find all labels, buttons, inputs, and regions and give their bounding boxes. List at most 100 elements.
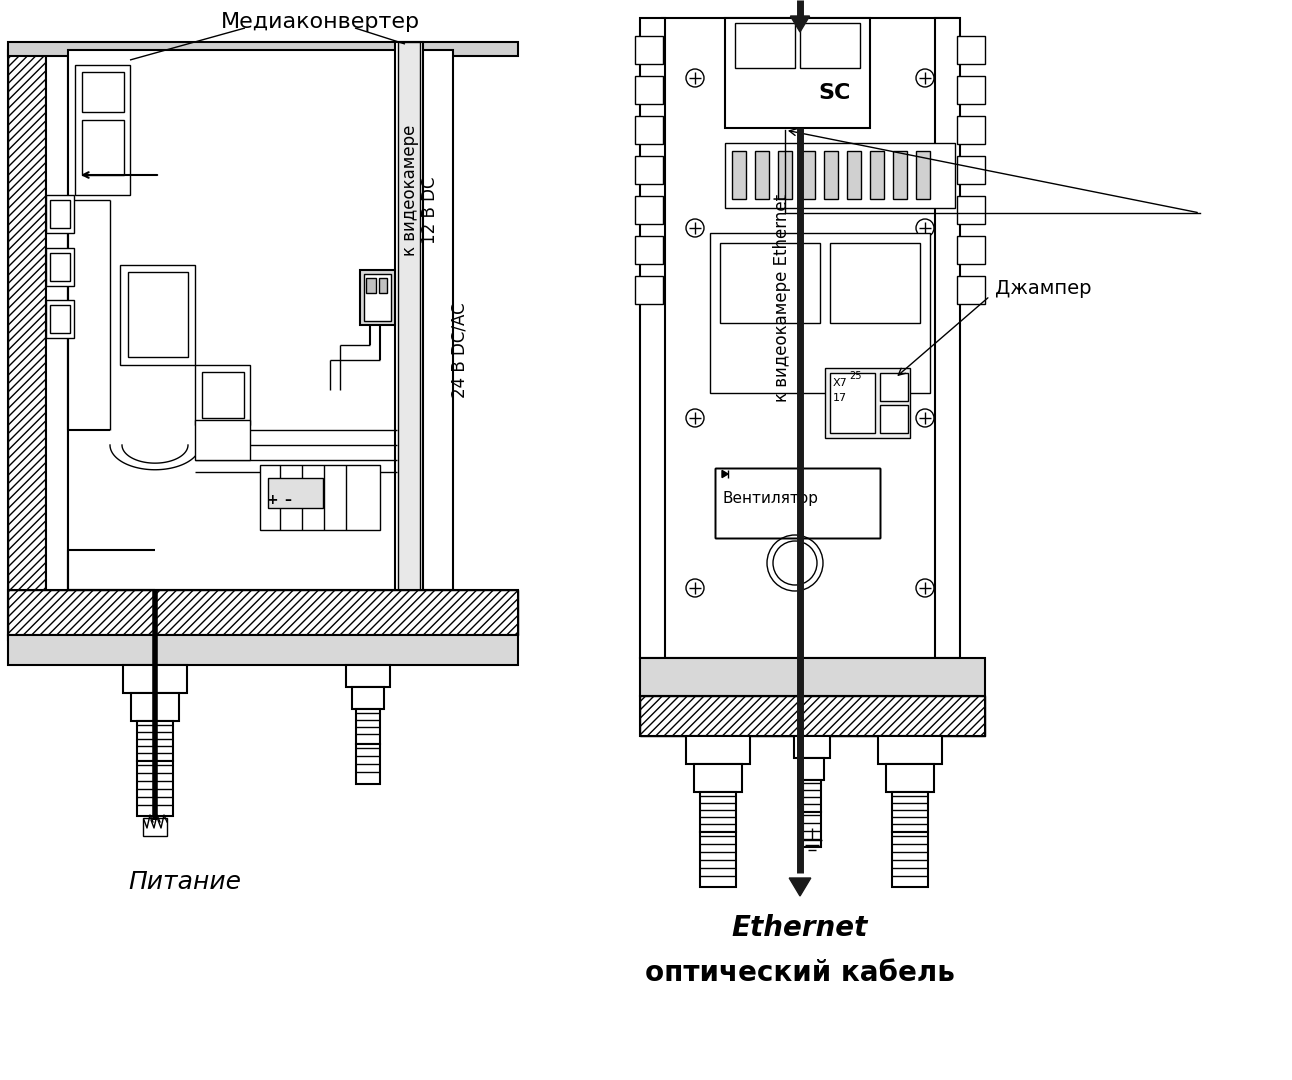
Bar	[346, 665, 390, 687]
Bar	[143, 818, 167, 836]
Bar	[260, 465, 380, 530]
Bar	[360, 270, 395, 325]
Bar	[50, 253, 70, 281]
Bar	[700, 832, 736, 887]
Text: Питание: Питание	[128, 870, 242, 894]
Bar	[8, 590, 518, 635]
Bar	[778, 151, 792, 199]
Bar	[68, 50, 453, 590]
Text: оптический кабель: оптический кабель	[645, 959, 955, 987]
Bar	[398, 42, 420, 602]
Bar	[804, 780, 820, 812]
Bar	[202, 372, 244, 418]
Bar	[824, 151, 839, 199]
Bar	[886, 764, 934, 792]
Bar	[829, 243, 920, 323]
Bar	[725, 18, 870, 129]
Bar	[957, 116, 985, 144]
Text: +: +	[266, 492, 278, 507]
Text: Ethernet: Ethernet	[731, 914, 868, 942]
Bar	[379, 278, 388, 293]
Bar	[957, 156, 985, 184]
Text: SC: SC	[819, 83, 851, 103]
Bar	[957, 237, 985, 264]
Bar	[640, 696, 985, 735]
Bar	[714, 468, 880, 538]
Bar	[795, 735, 829, 758]
Bar	[801, 151, 815, 199]
Bar	[366, 278, 376, 293]
Text: Джампер: Джампер	[995, 279, 1092, 297]
Bar	[123, 665, 187, 693]
Bar	[8, 42, 518, 56]
Bar	[50, 200, 70, 228]
Text: 25: 25	[849, 372, 862, 381]
Bar	[640, 696, 985, 735]
Text: к видеокамере: к видеокамере	[401, 124, 419, 256]
Bar	[634, 36, 663, 64]
Bar	[957, 276, 985, 303]
Bar	[755, 151, 769, 199]
Text: 12 В DC: 12 В DC	[421, 176, 439, 244]
Bar	[634, 116, 663, 144]
Bar	[634, 237, 663, 264]
Bar	[8, 50, 47, 640]
Bar	[720, 243, 820, 323]
Bar	[711, 233, 930, 393]
Bar	[879, 735, 942, 764]
Bar	[714, 468, 880, 538]
Bar	[120, 265, 195, 365]
Polygon shape	[791, 16, 810, 32]
Bar	[880, 405, 908, 433]
Bar	[848, 151, 860, 199]
Bar	[128, 272, 189, 357]
Bar	[137, 721, 173, 761]
Bar	[81, 72, 124, 112]
Bar	[634, 76, 663, 104]
Bar	[137, 761, 173, 816]
Bar	[47, 248, 74, 286]
Bar	[662, 18, 957, 658]
Bar	[8, 50, 47, 640]
Bar	[8, 590, 518, 635]
Bar	[357, 744, 380, 784]
Bar	[880, 373, 908, 401]
Bar	[357, 708, 380, 744]
Bar	[81, 120, 124, 175]
Bar	[916, 151, 930, 199]
Bar	[47, 195, 74, 233]
Bar	[891, 832, 928, 887]
Text: 17: 17	[833, 393, 848, 403]
Bar	[800, 23, 860, 68]
Bar	[195, 365, 249, 426]
Text: 24 В DC/AC: 24 В DC/AC	[451, 302, 469, 397]
Bar	[826, 368, 910, 438]
Bar	[640, 658, 985, 696]
Bar	[351, 687, 384, 708]
Text: Вентилятор: Вентилятор	[722, 490, 818, 505]
Bar	[47, 300, 74, 338]
Bar	[195, 420, 249, 460]
Bar	[725, 143, 955, 208]
Bar	[640, 18, 665, 658]
Bar	[957, 195, 985, 224]
Bar	[50, 305, 70, 333]
Bar	[735, 23, 795, 68]
Bar	[634, 156, 663, 184]
Bar	[700, 792, 736, 832]
Text: Медиаконвертер: Медиаконвертер	[221, 12, 420, 32]
Bar	[634, 276, 663, 303]
Text: –: –	[284, 492, 292, 507]
Bar	[267, 478, 323, 508]
Bar	[804, 812, 820, 847]
Bar	[75, 65, 130, 195]
Bar	[800, 758, 824, 780]
Bar	[891, 792, 928, 832]
Bar	[870, 151, 884, 199]
Text: X7: X7	[832, 378, 848, 388]
Bar	[8, 635, 518, 665]
Bar	[130, 693, 180, 721]
Bar	[935, 18, 960, 658]
Bar	[395, 42, 422, 602]
Bar	[686, 735, 749, 764]
